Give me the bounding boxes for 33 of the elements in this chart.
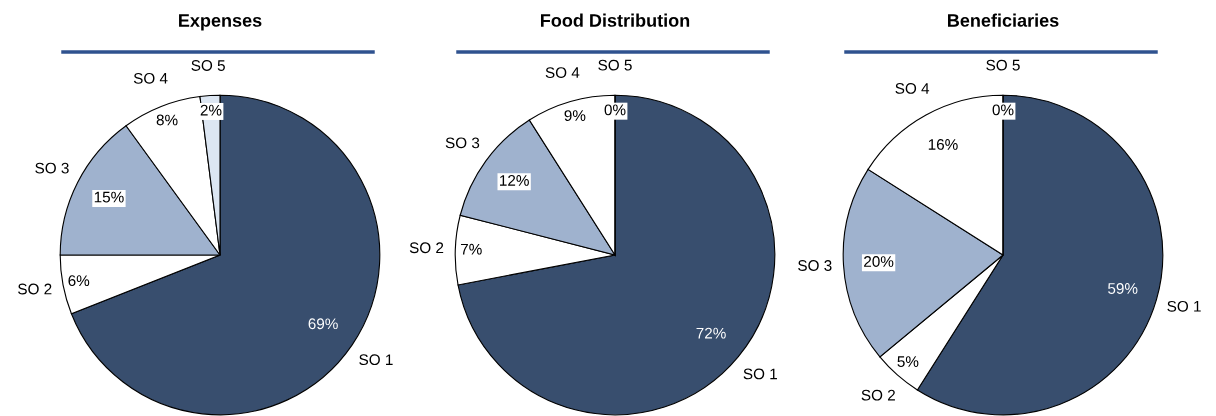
data-label: 2% (200, 104, 222, 116)
slice-label: SO 2 (18, 283, 52, 295)
slice-label: SO 4 (895, 83, 930, 94)
data-label: 8% (156, 114, 178, 126)
slice-label: SO 2 (861, 389, 895, 401)
category-label: SO 5 (598, 59, 632, 71)
slice-label: SO 4 (133, 72, 168, 84)
slice-label: SO 5 (191, 60, 225, 71)
data-label: 5% (897, 356, 919, 367)
text: 0% (992, 104, 1014, 116)
data-label: 15% (94, 191, 124, 203)
slice-label: SO 3 (798, 260, 832, 271)
chart-title: Food Distribution (541, 13, 690, 27)
text: 0% (604, 104, 626, 116)
data-label: 6% (68, 275, 90, 287)
data-label: 16% (928, 139, 958, 150)
slice-label: SO 1 (359, 354, 393, 366)
data-label: 72% (696, 327, 726, 339)
slice-label: SO 3 (35, 162, 69, 174)
data-label: 12% (500, 175, 529, 186)
slice-label: SO 2 (409, 242, 444, 254)
data-label: 9% (564, 110, 586, 121)
slice-label: SO 4 (545, 67, 580, 79)
category-label: SO 5 (986, 59, 1020, 71)
slice-label: SO 1 (1167, 300, 1201, 312)
data-label: 69% (308, 318, 338, 330)
data-label: 59% (1108, 283, 1138, 294)
data-label: 7% (460, 243, 482, 255)
chart-title: Beneficiaries (948, 13, 1059, 27)
data-label: 20% (864, 256, 894, 267)
slice-label: SO 3 (445, 137, 480, 149)
slice-label: SO 1 (743, 368, 777, 380)
chart-title: Expenses (179, 14, 262, 31)
